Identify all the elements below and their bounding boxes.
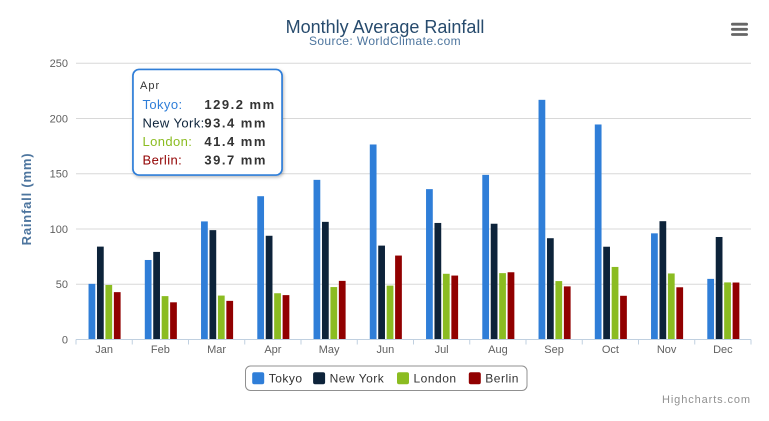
svg-text:0: 0: [62, 334, 68, 346]
svg-text:New York: New York: [330, 372, 385, 386]
svg-text:Tokyo: Tokyo: [269, 372, 303, 386]
svg-text:Sep: Sep: [544, 344, 564, 356]
svg-text:Berlin: Berlin: [485, 372, 519, 386]
svg-text:London:: London:: [143, 134, 193, 149]
svg-text:Source: WorldClimate.com: Source: WorldClimate.com: [309, 34, 461, 48]
svg-text:Berlin:: Berlin:: [143, 153, 183, 168]
svg-text:41.4 mm: 41.4 mm: [204, 134, 267, 149]
svg-text:Feb: Feb: [151, 344, 170, 356]
svg-text:Tokyo:: Tokyo:: [143, 97, 183, 112]
svg-text:London: London: [414, 372, 457, 386]
svg-text:200: 200: [50, 113, 68, 125]
svg-text:Mar: Mar: [207, 344, 226, 356]
svg-text:Jan: Jan: [95, 344, 113, 356]
svg-text:Dec: Dec: [713, 344, 733, 356]
svg-text:100: 100: [50, 224, 68, 236]
svg-text:May: May: [319, 344, 340, 356]
svg-text:Oct: Oct: [602, 344, 619, 356]
svg-text:129.2 mm: 129.2 mm: [204, 97, 275, 112]
svg-text:Monthly Average Rainfall: Monthly Average Rainfall: [286, 17, 485, 37]
svg-text:New York:: New York:: [143, 116, 205, 131]
svg-text:250: 250: [50, 58, 68, 70]
svg-text:Nov: Nov: [657, 344, 677, 356]
svg-text:Apr: Apr: [264, 344, 281, 356]
svg-text:Apr: Apr: [140, 80, 160, 92]
svg-text:93.4 mm: 93.4 mm: [204, 116, 267, 131]
svg-text:Highcharts.com: Highcharts.com: [662, 394, 751, 406]
svg-text:Rainfall (mm): Rainfall (mm): [19, 153, 34, 246]
svg-text:Jul: Jul: [435, 344, 449, 356]
svg-text:150: 150: [50, 169, 68, 181]
svg-text:Jun: Jun: [377, 344, 395, 356]
svg-text:39.7 mm: 39.7 mm: [204, 153, 267, 168]
svg-text:Aug: Aug: [488, 344, 508, 356]
svg-text:50: 50: [56, 279, 68, 291]
